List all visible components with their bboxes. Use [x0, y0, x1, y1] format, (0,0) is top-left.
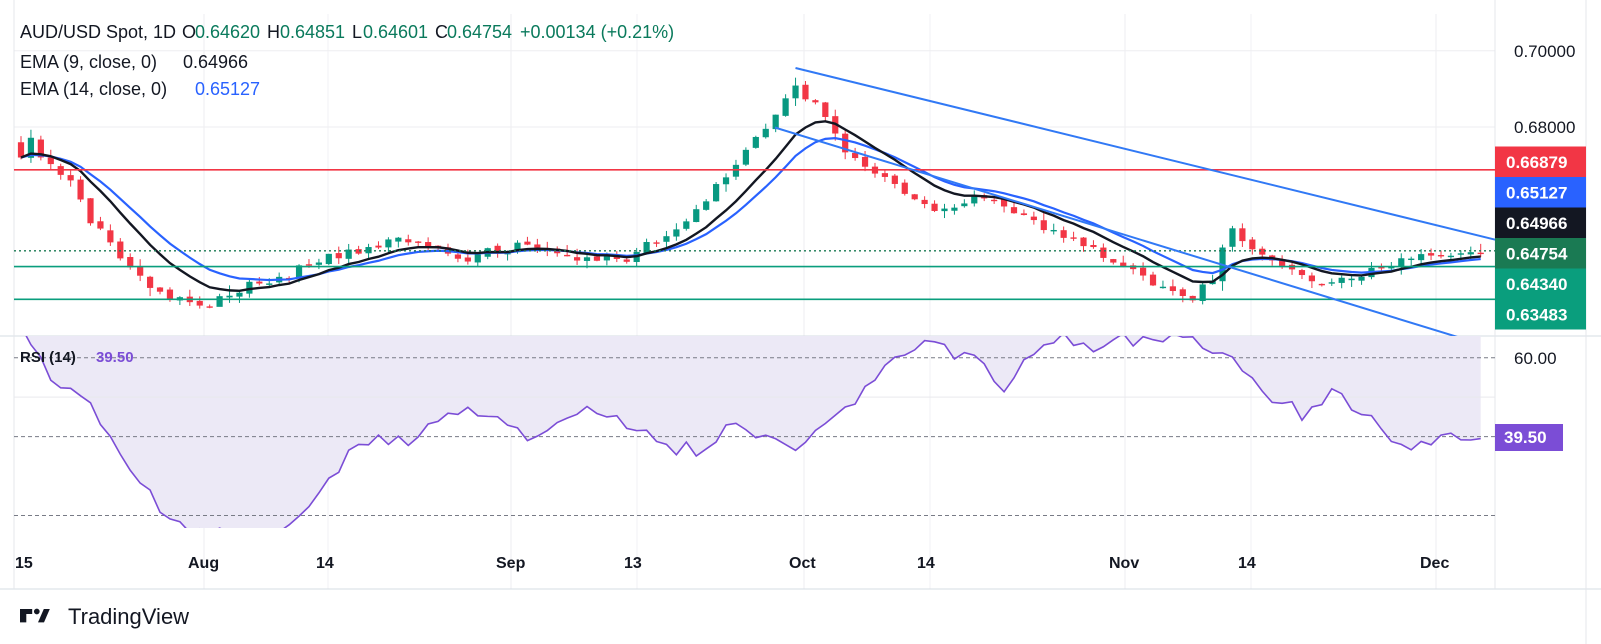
svg-text:39.50: 39.50	[1504, 428, 1547, 447]
svg-text:0.64754: 0.64754	[447, 22, 512, 42]
svg-text:TradingView: TradingView	[68, 604, 189, 629]
svg-text:L: L	[352, 22, 362, 42]
svg-text:14: 14	[316, 555, 334, 572]
svg-text:EMA (9, close, 0): EMA (9, close, 0)	[20, 52, 157, 72]
svg-text:14: 14	[917, 555, 935, 572]
svg-text:0.64620: 0.64620	[195, 22, 260, 42]
svg-text:O: O	[182, 22, 196, 42]
svg-text:Nov: Nov	[1109, 555, 1139, 572]
svg-text:H: H	[267, 22, 280, 42]
svg-text:0.64754: 0.64754	[1506, 245, 1568, 264]
svg-text:0.66879: 0.66879	[1506, 153, 1567, 172]
svg-text:0.65127: 0.65127	[195, 79, 260, 99]
svg-text:14: 14	[1238, 555, 1256, 572]
svg-text:EMA (14, close, 0): EMA (14, close, 0)	[20, 79, 167, 99]
svg-text:0.64340: 0.64340	[1506, 275, 1567, 294]
svg-text:15: 15	[15, 555, 33, 572]
svg-text:AUD/USD Spot, 1D: AUD/USD Spot, 1D	[20, 22, 176, 42]
svg-text:Sep: Sep	[496, 555, 526, 572]
svg-text:0.64966: 0.64966	[183, 52, 248, 72]
svg-text:Dec: Dec	[1420, 555, 1449, 572]
svg-text:0.70000: 0.70000	[1514, 42, 1575, 61]
svg-text:Oct: Oct	[789, 555, 816, 572]
svg-text:0.64966: 0.64966	[1506, 214, 1567, 233]
svg-text:+0.00134 (+0.21%): +0.00134 (+0.21%)	[520, 22, 674, 42]
svg-text:39.50: 39.50	[96, 349, 134, 366]
svg-text:0.68000: 0.68000	[1514, 118, 1575, 137]
svg-text:0.65127: 0.65127	[1506, 184, 1567, 203]
svg-text:0.64851: 0.64851	[280, 22, 345, 42]
svg-text:60.00: 60.00	[1514, 349, 1557, 368]
svg-text:0.64601: 0.64601	[363, 22, 428, 42]
svg-text:0.63483: 0.63483	[1506, 306, 1567, 325]
svg-text:Aug: Aug	[188, 555, 219, 572]
svg-text:13: 13	[624, 555, 642, 572]
svg-text:RSI (14): RSI (14)	[20, 349, 76, 366]
